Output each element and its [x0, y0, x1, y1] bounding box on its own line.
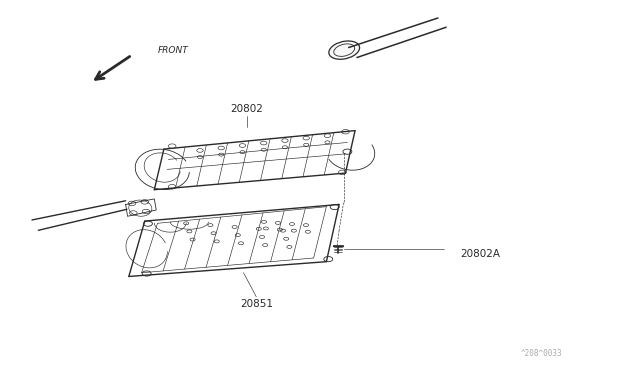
Text: FRONT: FRONT [157, 46, 188, 55]
Text: 20802: 20802 [230, 104, 263, 114]
Text: 20851: 20851 [240, 299, 273, 309]
Ellipse shape [329, 41, 360, 59]
Text: ^208^0033: ^208^0033 [520, 349, 562, 358]
Text: 20802A: 20802A [460, 249, 500, 259]
